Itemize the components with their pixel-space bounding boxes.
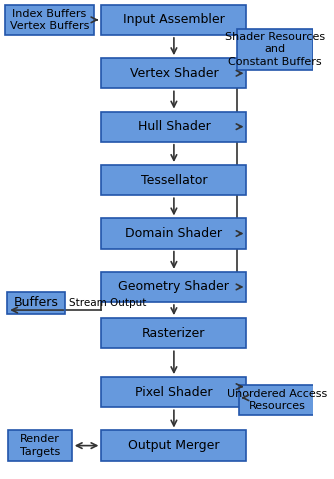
FancyBboxPatch shape: [101, 5, 246, 35]
FancyBboxPatch shape: [101, 165, 246, 195]
Text: Input Assembler: Input Assembler: [123, 13, 225, 26]
FancyBboxPatch shape: [101, 272, 246, 302]
FancyBboxPatch shape: [236, 29, 313, 70]
Text: Tessellator: Tessellator: [141, 173, 207, 187]
Text: Vertex Shader: Vertex Shader: [130, 67, 218, 80]
FancyBboxPatch shape: [8, 431, 72, 461]
FancyBboxPatch shape: [101, 431, 246, 461]
Text: Domain Shader: Domain Shader: [125, 227, 222, 240]
FancyBboxPatch shape: [7, 292, 65, 314]
Text: Unordered Access
Resources: Unordered Access Resources: [227, 389, 327, 411]
FancyBboxPatch shape: [101, 377, 246, 407]
Text: Index Buffers
Vertex Buffers: Index Buffers Vertex Buffers: [10, 9, 89, 31]
FancyBboxPatch shape: [101, 318, 246, 348]
Text: Buffers: Buffers: [14, 297, 59, 309]
Text: Output Merger: Output Merger: [128, 439, 220, 452]
Text: Pixel Shader: Pixel Shader: [135, 386, 213, 399]
FancyBboxPatch shape: [101, 112, 246, 142]
Text: Shader Resources
and
Constant Buffers: Shader Resources and Constant Buffers: [225, 32, 325, 67]
FancyBboxPatch shape: [101, 218, 246, 249]
Text: Rasterizer: Rasterizer: [142, 327, 206, 340]
Text: Geometry Shader: Geometry Shader: [119, 280, 229, 294]
FancyBboxPatch shape: [5, 5, 94, 35]
Text: Hull Shader: Hull Shader: [138, 120, 210, 133]
Text: Stream Output: Stream Output: [69, 297, 146, 308]
Text: Render
Targets: Render Targets: [20, 434, 60, 457]
FancyBboxPatch shape: [101, 58, 246, 89]
FancyBboxPatch shape: [238, 385, 315, 415]
